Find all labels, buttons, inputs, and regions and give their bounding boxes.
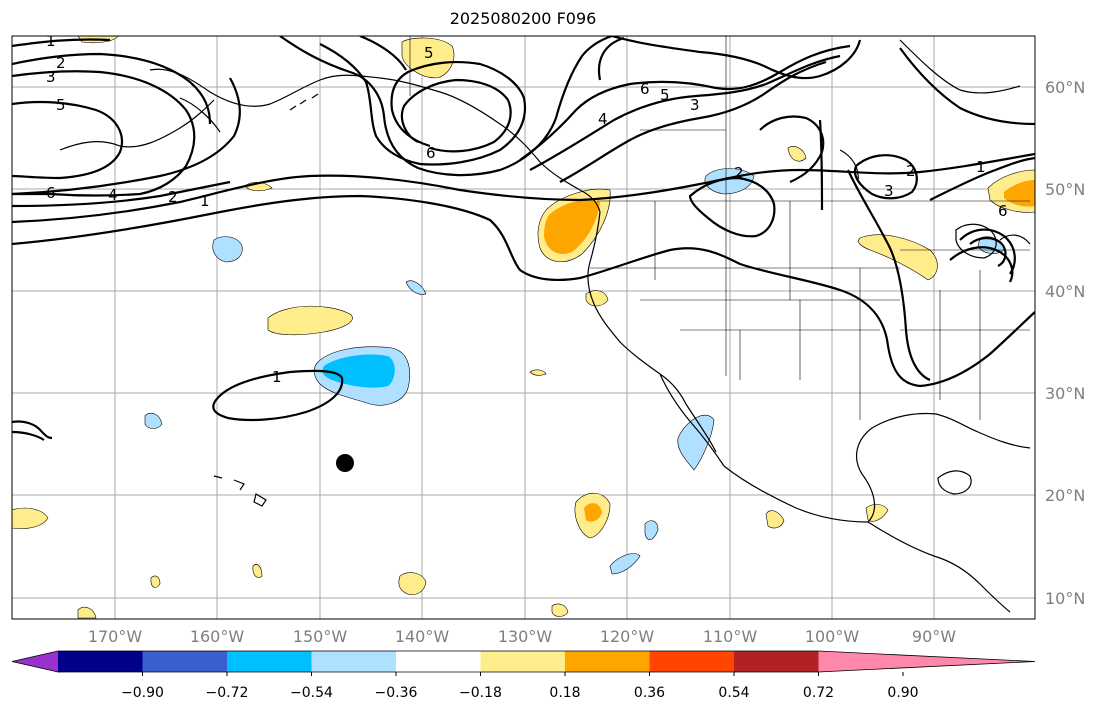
political-borders (409, 36, 1030, 420)
colorbar-segment (734, 651, 819, 672)
positive-anomaly-region (77, 606, 97, 619)
latitude-axis: 60°N 50°N 40°N 30°N 20°N 10°N (1045, 78, 1085, 608)
contour-label: 5 (424, 44, 434, 62)
colorbar-segment (58, 651, 143, 672)
positive-anomaly-core (584, 503, 602, 522)
contour-label: 2 (56, 54, 66, 72)
colorbar-tick-label: −0.18 (459, 685, 502, 701)
lon-tick-label: 160°W (190, 627, 245, 646)
positive-anomaly-region (529, 369, 547, 376)
positive-anomaly-region (150, 575, 161, 588)
positive-anomaly-core (1004, 180, 1035, 207)
colorbar-tick-label: 0.72 (803, 685, 834, 701)
colorbar-tick-label: −0.72 (206, 685, 249, 701)
contour-label: 1 (200, 192, 210, 210)
contour-label: 1 (976, 158, 986, 176)
contour-label: 6 (998, 202, 1008, 220)
contour-label: 3 (46, 68, 56, 86)
colorbar-extend-min (12, 651, 58, 672)
lon-tick-label: 90°W (912, 627, 956, 646)
positive-anomaly-core (544, 199, 600, 255)
contour-label: 1 (46, 32, 56, 50)
contour-label: 6 (426, 144, 436, 162)
positive-anomaly-region (858, 234, 938, 281)
colorbar-tick-label: −0.54 (290, 685, 333, 701)
lat-tick-label: 60°N (1045, 78, 1085, 97)
negative-anomaly-region (405, 280, 427, 295)
contour-label: 4 (598, 110, 608, 128)
contour-label: 5 (56, 96, 66, 114)
contour-label: 3 (690, 96, 700, 114)
colorbar-segment (227, 651, 312, 672)
positive-anomaly-region (787, 146, 807, 162)
contour-label: 6 (640, 80, 650, 98)
lat-tick-label: 20°N (1045, 486, 1085, 505)
shaded-fields (12, 36, 1035, 619)
colorbar-segment (565, 651, 650, 672)
coastlines (59, 39, 1031, 613)
positive-anomaly-region (267, 305, 353, 336)
colorbar-labels: −0.90 −0.72 −0.54 −0.36 −0.18 0.18 0.36 0.54 0.7… (121, 672, 919, 701)
graticule (12, 36, 1035, 619)
positive-anomaly-region (252, 564, 263, 578)
contour-label: 2 (168, 188, 178, 206)
contour-label: 6 (46, 184, 56, 202)
positive-anomaly-region (585, 290, 609, 307)
lat-tick-label: 50°N (1045, 180, 1085, 199)
colorbar-segment (311, 651, 397, 672)
positive-anomaly-region (398, 572, 427, 595)
colorbar-segment (396, 651, 481, 672)
negative-anomaly-region (677, 414, 715, 471)
lon-tick-label: 100°W (805, 627, 860, 646)
contour-label: 4 (108, 186, 118, 204)
colorbar-tick-label: 0.90 (887, 685, 918, 701)
colorbar-tick-label: 0.18 (549, 685, 580, 701)
lon-tick-label: 150°W (293, 627, 348, 646)
lat-tick-label: 30°N (1045, 384, 1085, 403)
negative-anomaly-region (609, 553, 641, 575)
lon-tick-label: 110°W (703, 627, 758, 646)
contour-label-group: 1 2 3 5 6 4 2 1 6 5 4 6 5 3 2 2 1 3 6 1 (46, 32, 1008, 386)
colorbar-segment (142, 651, 228, 672)
colorbar-tick-label: −0.36 (375, 685, 418, 701)
lat-tick-label: 10°N (1045, 589, 1085, 608)
map-title: 2025080200 F096 (449, 9, 597, 28)
colorbar (11, 650, 1036, 673)
colorbar-tick-label: 0.54 (718, 685, 749, 701)
map-frame (11, 35, 1036, 620)
negative-anomaly-region (144, 412, 163, 429)
negative-anomaly-core (322, 354, 395, 388)
positive-anomaly-region (12, 507, 49, 529)
contour-label: 1 (272, 368, 282, 386)
negative-anomaly-region (212, 236, 243, 263)
lon-tick-label: 170°W (88, 627, 143, 646)
negative-anomaly-region (644, 520, 659, 541)
colorbar-segment (649, 651, 735, 672)
positive-anomaly-region (551, 603, 569, 617)
contour-label: 5 (660, 86, 670, 104)
contour-label: 3 (884, 182, 894, 200)
lon-tick-label: 120°W (600, 627, 655, 646)
contour-label: 2 (906, 162, 916, 180)
contour-label: 2 (734, 164, 744, 182)
colorbar-outline (11, 650, 1036, 673)
colorbar-segment (480, 651, 566, 672)
lat-tick-label: 40°N (1045, 282, 1085, 301)
lon-tick-label: 140°W (395, 627, 450, 646)
contour-lines (12, 36, 1035, 441)
location-marker (336, 454, 354, 472)
colorbar-extend-max (818, 651, 1035, 672)
colorbar-tick-label: −0.90 (121, 685, 164, 701)
positive-anomaly-region (765, 510, 785, 529)
colorbar-tick-label: 0.36 (634, 685, 665, 701)
longitude-axis: 170°W 160°W 150°W 140°W 130°W 120°W 110°… (88, 627, 956, 646)
lon-tick-label: 130°W (498, 627, 553, 646)
